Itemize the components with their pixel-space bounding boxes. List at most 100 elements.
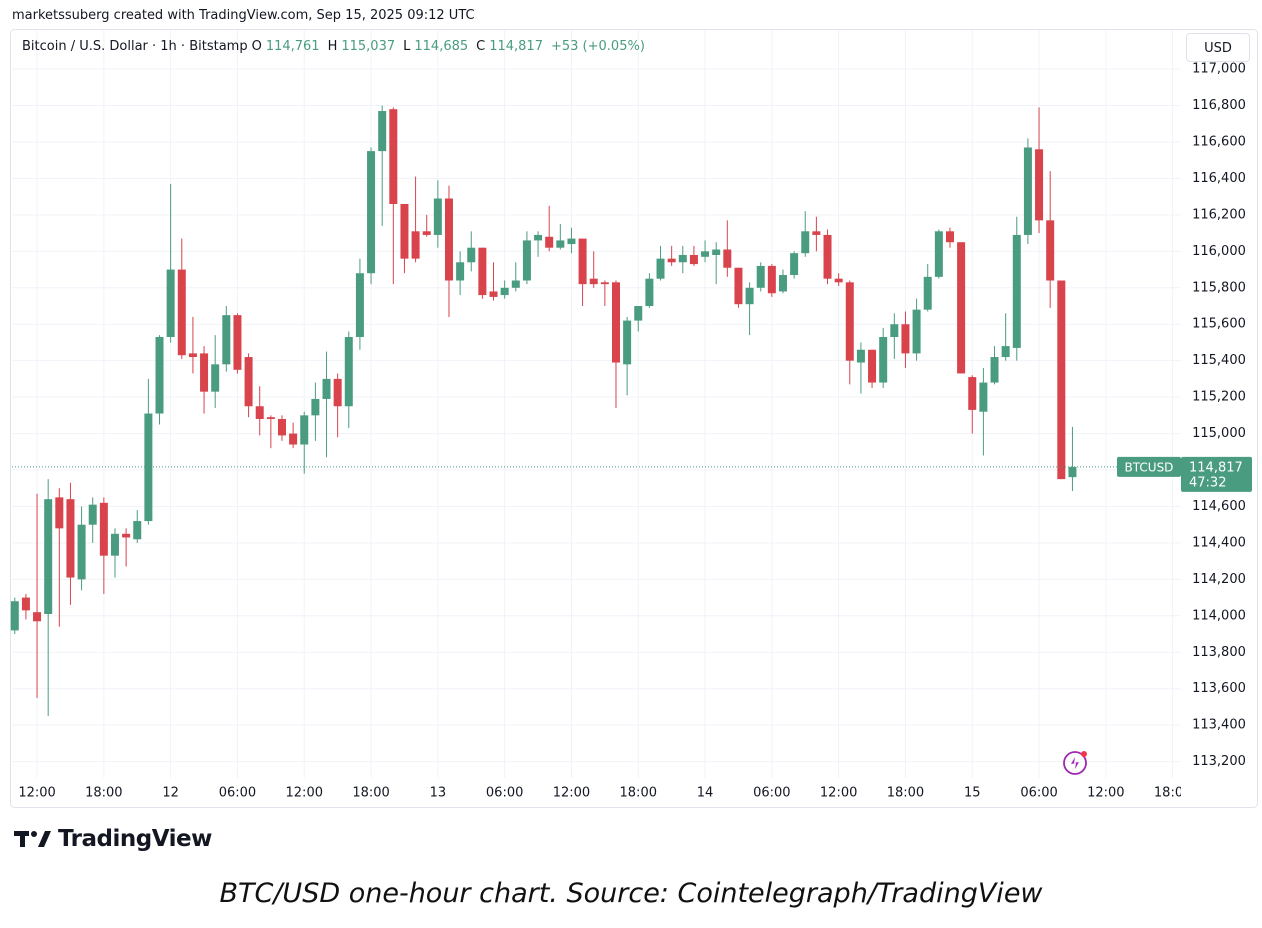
candle-body [322, 378, 331, 399]
candle-body [1035, 149, 1044, 221]
candle-body [645, 278, 654, 307]
y-tick-label: 114,000 [1192, 608, 1246, 623]
candle-body [778, 275, 787, 292]
candle-body [656, 258, 665, 279]
candle-body [856, 349, 865, 363]
candle-body [200, 353, 209, 392]
y-tick-label: 115,400 [1192, 353, 1246, 368]
candle-body [344, 336, 353, 407]
candle-body [567, 238, 576, 245]
candle-body [266, 417, 275, 419]
candle-body [611, 282, 620, 363]
x-tick-label: 12:00 [286, 786, 323, 801]
candle-body [756, 265, 765, 288]
symbol-title: Bitcoin / U.S. Dollar · 1h · Bitstamp [22, 39, 248, 54]
candle-body [934, 231, 943, 277]
candle-body [979, 382, 988, 412]
candle-body [188, 353, 197, 358]
candle-body [500, 287, 509, 296]
candle-body [222, 315, 231, 365]
candle-body [378, 111, 387, 152]
candle-body [44, 499, 53, 614]
candle-body [289, 433, 298, 445]
y-tick-label: 113,600 [1192, 681, 1246, 696]
x-tick-label: 14 [697, 786, 714, 801]
x-axis: 12:00 18:00 12 06:00 12:00 18:00 13 06:00 12:00 1… [18, 786, 1191, 801]
candle-body [277, 419, 286, 436]
currency-button[interactable]: USD [1186, 33, 1250, 62]
logo-text: TradingView [58, 826, 212, 852]
candle-body [767, 265, 776, 294]
candle-body [845, 282, 854, 361]
candle-body [10, 601, 19, 631]
candle-body [88, 504, 97, 525]
candle-body [411, 231, 420, 259]
y-tick-label: 113,200 [1192, 754, 1246, 769]
candle-body [912, 309, 921, 354]
candle-body [734, 267, 743, 305]
price-tag-value: 114,817 [1189, 460, 1243, 475]
x-tick-label: 12:00 [553, 786, 590, 801]
ohlc-key: L [403, 39, 411, 54]
y-tick-label: 116,400 [1192, 171, 1246, 186]
candle-body [433, 198, 442, 235]
candle-body [33, 612, 42, 622]
candle-body [166, 269, 175, 337]
candle-body [968, 377, 977, 410]
candle-body [667, 258, 676, 263]
y-tick-label: 115,600 [1192, 317, 1246, 332]
ohlc-value: 115,037 [341, 39, 396, 54]
candle-body [890, 324, 899, 337]
y-tick-label: 115,200 [1192, 390, 1246, 405]
chart-frame [10, 29, 1258, 808]
caption: BTC/USD one-hour chart. Source: Cointele… [219, 878, 1043, 909]
assistant-icon [1063, 751, 1087, 775]
candle-body [990, 357, 999, 383]
candle-body [600, 282, 609, 285]
candle-body [511, 280, 520, 288]
candle-body [545, 236, 554, 248]
candle-body [1001, 346, 1010, 358]
candle-body [211, 364, 220, 392]
x-tick-label: 18:00 [620, 786, 657, 801]
x-tick-label: 18:00 [85, 786, 122, 801]
candle-body [712, 249, 721, 255]
candle-body [823, 234, 832, 279]
candle-body [745, 287, 754, 305]
ohlc-key: C [476, 39, 486, 54]
candle-body [790, 253, 799, 276]
ohlc-value: 114,817 [489, 39, 543, 54]
candle-body [723, 249, 732, 268]
watermark: marketssuberg created with TradingView.c… [12, 8, 475, 23]
candle-body [923, 276, 932, 310]
y-tick-label: 116,000 [1192, 244, 1246, 259]
candle-body [367, 151, 376, 274]
candle-body [144, 413, 153, 522]
candle-body [957, 242, 966, 374]
y-axis: 113,200 113,400 113,600 113,800 114,000 114,2… [1192, 62, 1246, 769]
candle-body [122, 533, 131, 538]
candle-body [868, 349, 877, 383]
price-tag [1181, 456, 1252, 492]
y-tick-label: 113,800 [1192, 645, 1246, 660]
candle-body [589, 278, 598, 285]
x-tick-label: 12:00 [18, 786, 55, 801]
candle-body [21, 597, 30, 611]
y-tick-label: 114,400 [1192, 535, 1246, 550]
y-tick-label: 116,600 [1192, 135, 1246, 150]
candle-body [534, 234, 543, 241]
x-tick-label: 15 [964, 786, 981, 801]
x-tick-label: 18:00 [1154, 786, 1191, 801]
candle-body [634, 306, 643, 321]
candle-body [244, 357, 253, 407]
change-label: +53 (+0.05%) [550, 39, 645, 54]
candle-body [945, 231, 954, 243]
logo: TradingView [14, 826, 212, 852]
candle-body [1068, 466, 1077, 478]
candle-body [66, 499, 75, 578]
candle-body [522, 240, 531, 281]
candle-body [444, 198, 453, 281]
